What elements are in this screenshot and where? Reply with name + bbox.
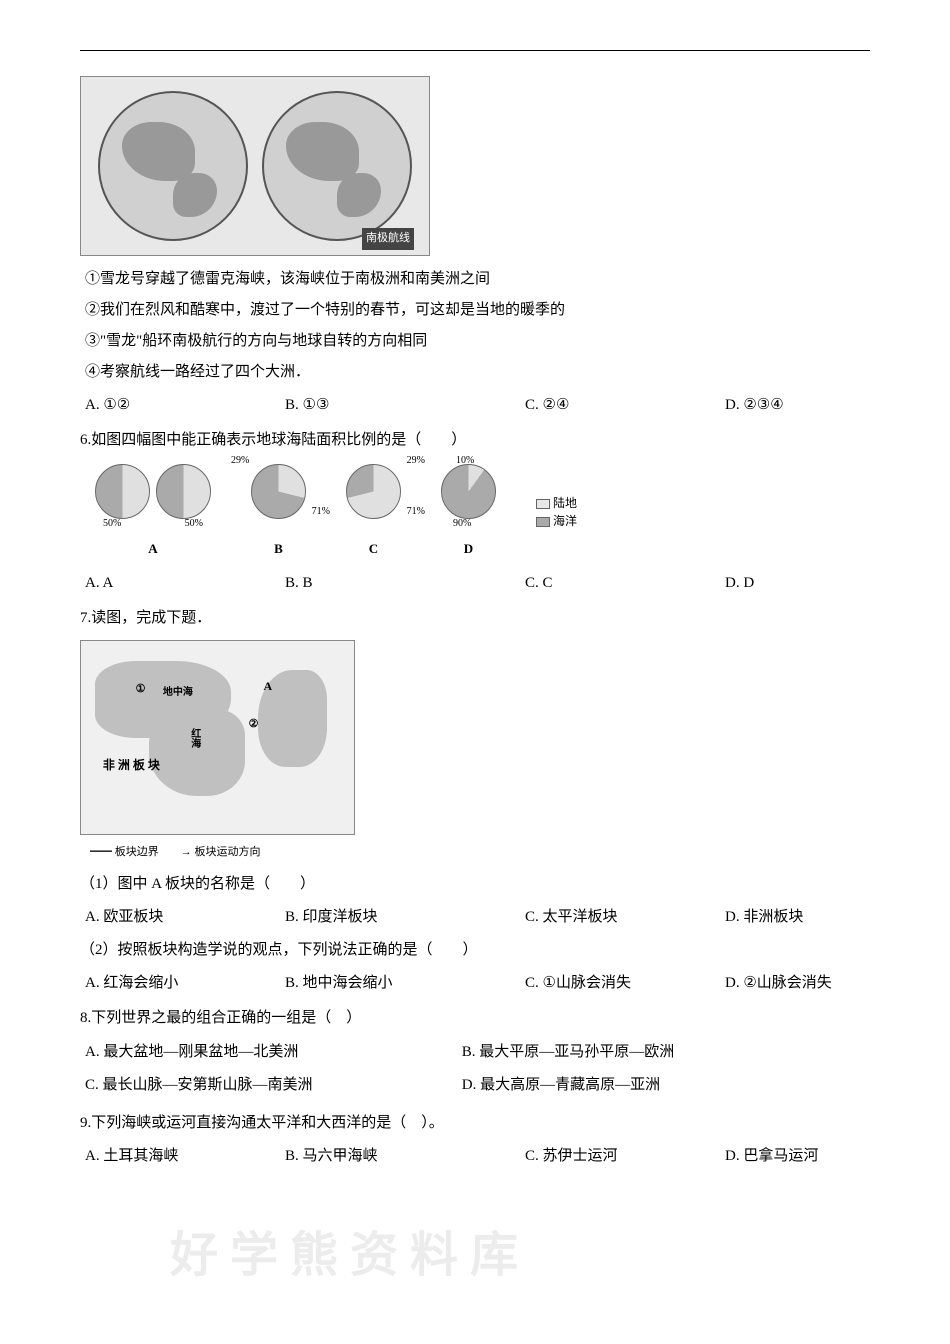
pie-a-left [95,464,150,519]
q5-option-b: B. ①③ [285,392,525,419]
q8-options: A. 最大盆地—刚果盆地—北美洲 B. 最大平原—亚马孙平原—欧洲 C. 最长山… [80,1036,870,1102]
polar-map-figure: 南极航线 [80,76,870,256]
q7-2-text: （2）按照板块构造学说的观点，下列说法正确的是（ ） [80,937,870,964]
globe-right [262,91,412,241]
plate-legend: ━━ 板块边界 → 板块运动方向 [90,843,870,863]
plate-land-2 [149,709,245,796]
statement-4: ④考察航线一路经过了四个大洲． [80,359,870,386]
pie-a-left-pct: 50% [103,515,121,533]
plate-redsea-label: 红海 [185,728,203,748]
q6-option-c: C. C [525,570,725,597]
pie-d-bot-pct: 90% [453,515,471,533]
q6-options: A. A B. B C. C D. D [80,570,870,597]
q6-option-b: B. B [285,570,525,597]
pie-charts-row: 50% 50% A 29% 71% B 29% 71% C 10% 90% [95,464,870,560]
q7-1-text: （1）图中 A 板块的名称是（ ） [80,871,870,898]
plate-med-label: 地中海 [163,684,193,702]
pie-letter-d: D [464,537,473,560]
q9-option-d: D. 巴拿马运河 [725,1143,870,1170]
plate-map: 非 洲 板 块 A 红海 地中海 ① ② [80,640,355,835]
q8-option-b: B. 最大平原—亚马孙平原—欧洲 [462,1039,839,1066]
plate-africa-label: 非 洲 板 块 [103,755,160,777]
q5-option-c: C. ②④ [525,392,725,419]
pie-d-top-pct: 10% [456,452,474,470]
q9-options: A. 土耳其海峡 B. 马六甲海峡 C. 苏伊士运河 D. 巴拿马运河 [80,1143,870,1170]
q9-option-a: A. 土耳其海峡 [85,1143,285,1170]
pie-d [441,464,496,519]
q7-2-option-b: B. 地中海会缩小 [285,970,525,997]
q6-option-a: A. A [85,570,285,597]
legend-ocean: 海洋 [553,514,577,528]
pie-b-bot-pct: 71% [312,503,330,521]
q6-text: 6.如图四幅图中能正确表示地球海陆面积比例的是（ ） [80,427,870,454]
pie-a-right [156,464,211,519]
q9-option-c: C. 苏伊士运河 [525,1143,725,1170]
pie-c-top-pct: 29% [407,452,425,470]
q8-text: 8.下列世界之最的组合正确的一组是（ ） [80,1005,870,1032]
pie-c-bot-pct: 71% [407,503,425,521]
q7-1-option-b: B. 印度洋板块 [285,904,525,931]
pie-group-d: 10% 90% D [441,464,496,560]
pie-c [346,464,401,519]
pie-letter-c: C [369,537,378,560]
q9-text: 9.下列海峡或运河直接沟通太平洋和大西洋的是（ ）。 [80,1110,870,1137]
q5-option-d: D. ②③④ [725,392,870,419]
legend-box-land [536,499,550,509]
statement-2: ②我们在烈风和酷寒中，渡过了一个特别的春节，可这却是当地的暖季的 [80,297,870,324]
q7-1-option-c: C. 太平洋板块 [525,904,725,931]
pie-b [251,464,306,519]
q7-2-option-a: A. 红海会缩小 [85,970,285,997]
globe-left [98,91,248,241]
pie-group-c: 29% 71% C [346,464,401,560]
q8-option-a: A. 最大盆地—刚果盆地—北美洲 [85,1039,462,1066]
polar-map-label: 南极航线 [362,228,414,250]
pie-letter-a: A [148,537,157,560]
q7-1-options: A. 欧亚板块 B. 印度洋板块 C. 太平洋板块 D. 非洲板块 [80,904,870,931]
pie-group-b: 29% 71% B [251,464,306,560]
pie-letter-b: B [274,537,283,560]
q7-2-options: A. 红海会缩小 B. 地中海会缩小 C. ①山脉会消失 D. ②山脉会消失 [80,970,870,997]
legend-land: 陆地 [553,496,577,510]
q7-2-option-d: D. ②山脉会消失 [725,970,870,997]
q8-option-d: D. 最大高原—青藏高原—亚洲 [462,1072,839,1099]
q7-2-option-c: C. ①山脉会消失 [525,970,725,997]
q8-option-c: C. 最长山脉—安第斯山脉—南美洲 [85,1072,462,1099]
pie-group-a: 50% 50% A [95,464,211,560]
q5-options: A. ①② B. ①③ C. ②④ D. ②③④ [80,392,870,419]
pie-a-right-pct: 50% [185,515,203,533]
q7-1-option-a: A. 欧亚板块 [85,904,285,931]
q9-option-b: B. 马六甲海峡 [285,1143,525,1170]
watermark: 好学熊资料库 [170,1213,530,1299]
q6-option-d: D. D [725,570,870,597]
legend-box-ocean [536,517,550,527]
page-top-rule [80,50,870,51]
polar-map-container: 南极航线 [80,76,430,256]
plate-a-label: A [263,676,272,698]
plate-num1: ① [136,680,146,700]
statement-1: ①雪龙号穿越了德雷克海峡，该海峡位于南极洲和南美洲之间 [80,266,870,293]
plate-num2: ② [249,715,259,735]
q7-1-option-d: D. 非洲板块 [725,904,870,931]
pie-legend: 陆地 海洋 [536,494,577,530]
q7-text: 7.读图，完成下题． [80,605,870,632]
pie-b-top-pct: 29% [231,452,249,470]
q5-option-a: A. ①② [85,392,285,419]
statement-3: ③"雪龙"船环南极航行的方向与地球自转的方向相同 [80,328,870,355]
